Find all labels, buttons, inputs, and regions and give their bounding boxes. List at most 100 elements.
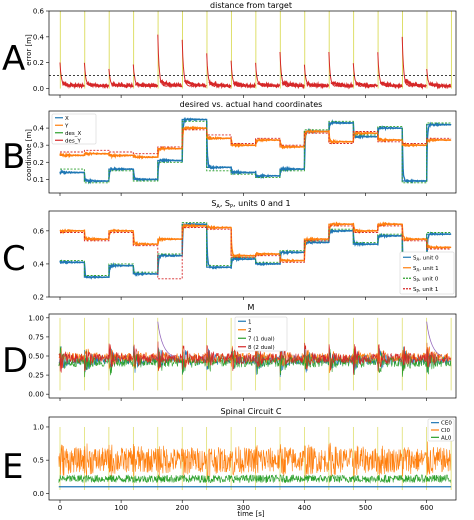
panel-letter-e: E: [2, 447, 23, 487]
legend-label: SA, unit 0: [413, 255, 439, 262]
panel-b: B desired vs. actual hand coordinates co…: [2, 100, 457, 196]
legend-subscript: P: [417, 288, 420, 293]
panel-title-c: SA, SP, units 0 and 1: [211, 199, 290, 210]
plot-area-a: 0.0 0.2 0.4 0.6: [33, 8, 457, 98]
error-trace: [181, 39, 207, 88]
legend-label: des_X: [65, 131, 81, 137]
axes-frame: [48, 416, 457, 501]
legend-label-rest: , unit 1: [419, 287, 438, 293]
error-band: [355, 80, 378, 90]
panel-title-d: M: [248, 303, 255, 312]
series-line-des_X: [60, 120, 452, 184]
axes-frame: [48, 110, 457, 194]
panel-letter-c: C: [2, 239, 26, 279]
legend-label: SP, unit 1: [413, 287, 438, 294]
error-band: [428, 80, 451, 90]
y-tick-label: 0.3: [33, 142, 44, 150]
transient-line: [157, 321, 174, 357]
y-tick-label: 0.6: [33, 227, 45, 235]
series-ci0: [58, 441, 451, 479]
error-band: [86, 80, 110, 89]
error-trace: [328, 51, 354, 88]
axes-frame: [48, 210, 457, 298]
series-layer: [58, 317, 452, 391]
y-tick-label: 0.6: [33, 8, 45, 16]
panel-a: A distance from target error [m] 0.00.20…: [2, 1, 457, 98]
x-tick-label: 500: [359, 504, 372, 512]
x-tick-label: 100: [114, 504, 127, 512]
legend-label-rest: , unit 1: [419, 266, 438, 272]
panel-c: C SA, SP, units 0 and 1 0.2 0.4 0.6 SA, uni…: [2, 199, 457, 302]
legend-label: CI0: [441, 428, 450, 434]
error-band: [135, 81, 158, 90]
y-tick-label: 0.2: [33, 294, 44, 302]
transient-line: [426, 321, 443, 357]
legend-subscript: P: [417, 278, 420, 283]
legend-box: [234, 316, 288, 352]
legend-label: SA, unit 1: [413, 266, 439, 273]
legend-label: 2: [248, 328, 252, 334]
panel-title-b: desired vs. actual hand coordinates: [180, 100, 323, 109]
error-band: [330, 81, 354, 90]
y-tick-label: 0.2: [33, 159, 44, 167]
y-tick-label: 1.00: [28, 314, 44, 322]
series-layer: [59, 221, 452, 280]
series-line-S_A, unit 1: [60, 223, 452, 262]
legend-label: Y: [64, 123, 69, 129]
panel-title-a: distance from target: [210, 1, 292, 10]
error-band: [159, 79, 182, 89]
legend: 1 2 7 (1 dual) 8 (2 dual): [234, 316, 288, 352]
panel-letter-d: D: [2, 341, 28, 381]
y-tick-label: 0.4: [33, 33, 45, 41]
error-band: [183, 79, 207, 89]
legend-label: X: [65, 116, 69, 122]
legend-label: 8 (2 dual): [248, 345, 275, 351]
legend-label: 7 (1 dual): [248, 336, 275, 342]
y-tick-label: 0.1: [33, 176, 44, 184]
y-tick-label: 0.00: [28, 391, 44, 399]
error-band: [208, 79, 232, 90]
y-tick-label: 0.25: [28, 372, 44, 380]
error-trace: [157, 34, 183, 88]
legend-label: des_Y: [65, 138, 81, 144]
y-tick-label: 0.0: [33, 85, 44, 93]
error-band: [281, 79, 305, 90]
legend: SA, unit 0 SA, unit 1 SP, unit 0 SP, unit 1: [399, 251, 455, 295]
series-line-S_P, unit 1: [60, 225, 452, 280]
legend-label: 1: [248, 319, 252, 325]
panel-letter-b: B: [2, 137, 25, 177]
series-line-S_P, unit 0: [60, 222, 452, 276]
y-tick-label: 1.0: [33, 423, 44, 431]
panel-e: E Spinal Circuit C 0 100 200 300 400 500 600 0.…: [2, 407, 457, 512]
panel-title-e: Spinal Circuit C: [221, 407, 282, 416]
y-axis-label-a: error [m]: [25, 34, 33, 66]
error-trace: [377, 52, 403, 88]
panel-letter-a: A: [2, 39, 25, 79]
legend-label-rest: , unit 0: [419, 255, 439, 261]
x-tick-label: 600: [420, 504, 433, 512]
series-m-7 (1 dual): [58, 346, 452, 378]
legend-subscript: A: [417, 267, 420, 272]
x-tick-label: 0: [58, 504, 62, 512]
x-axis-label: time [s]: [237, 510, 264, 518]
error-band: [404, 78, 427, 90]
legend-label: CE0: [441, 421, 452, 427]
series-layer: [49, 11, 456, 90]
axes-frame: [48, 313, 457, 399]
legend-label-rest: , unit 0: [419, 276, 439, 282]
y-tick-label: 0.4: [33, 125, 45, 133]
x-tick-label: 200: [176, 504, 189, 512]
y-tick-label: 0.75: [28, 333, 44, 341]
error-band: [232, 80, 256, 90]
series-layer: [58, 426, 452, 491]
legend-label: SP, unit 0: [413, 276, 439, 283]
y-tick-label: 0.0: [33, 490, 44, 498]
series-m-8 (2 dual): [58, 341, 452, 375]
legend-box: [427, 418, 455, 442]
x-tick-label: 300: [237, 504, 250, 512]
legend-label: AL0: [441, 435, 452, 441]
x-tick-label: 400: [298, 504, 311, 512]
